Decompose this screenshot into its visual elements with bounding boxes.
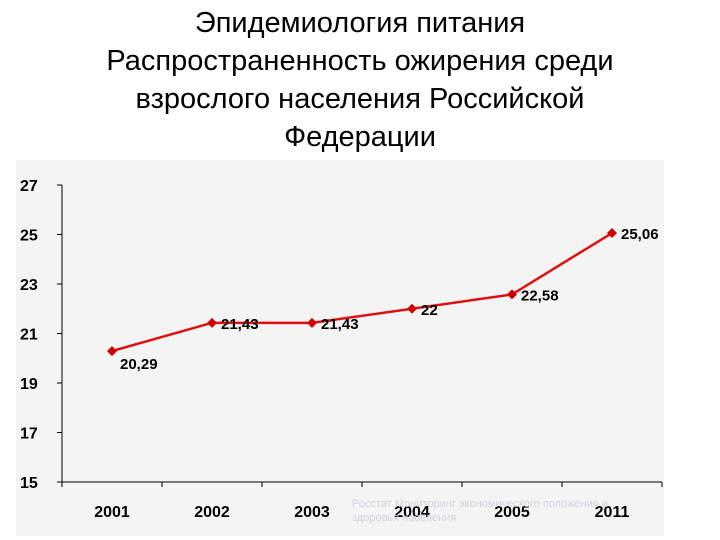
series-line-layer: [111, 231, 613, 353]
slide-title: Эпидемиология питания Распространенность…: [20, 0, 700, 160]
x-tick-label: 2011: [595, 504, 630, 521]
source-note: Росстат Мониторинг экономического положе…: [352, 498, 608, 524]
data-point-marker: [107, 346, 117, 357]
data-label: 22,58: [521, 287, 559, 304]
axis-layer: 27 25 23 21 19 17 15 2001 2002 2003 2004 2005 2011: [20, 178, 663, 521]
y-tick-label: 15: [20, 475, 38, 492]
data-point-marker: [307, 317, 317, 328]
x-tick-label: 2002: [194, 504, 230, 521]
data-label: 25,06: [621, 226, 659, 243]
y-tick-label: 19: [20, 376, 38, 393]
y-tick-label: 21: [20, 327, 38, 344]
source-note-line: здоровья населения: [352, 512, 456, 524]
data-label: 21,43: [221, 316, 259, 333]
line-chart: 27 25 23 21 19 17 15 2001 2002 2003 2004 2005 2011 2…: [20, 178, 663, 524]
title-line-2: Распространенность ожирения среди: [106, 45, 614, 77]
y-tick-label: 17: [20, 426, 38, 443]
source-note-line: Росстат Мониторинг экономического положе…: [352, 498, 608, 510]
marker-layer: [107, 228, 617, 357]
data-label-layer: 20,29 21,43 21,43 22 22,58 25,06: [120, 226, 659, 373]
x-tick-label: 2003: [294, 504, 330, 521]
data-point-marker: [407, 303, 417, 314]
title-line-1: Эпидемиология питания: [194, 7, 526, 39]
title-line-3: взрослого населения Российской: [135, 83, 585, 115]
data-point-marker: [207, 317, 217, 328]
data-label: 22: [421, 302, 438, 319]
chart-area: 27 25 23 21 19 17 15 2001 2002 2003 2004 2005 2011 2…: [16, 160, 664, 536]
x-tick-label: 2001: [94, 504, 130, 521]
data-point-marker: [607, 228, 617, 239]
y-tick-label: 23: [20, 277, 38, 294]
x-tick-label: 2005: [494, 504, 530, 521]
title-line-4: Федерации: [284, 121, 436, 153]
data-label: 20,29: [120, 356, 158, 373]
x-tick-label: 2004: [394, 504, 430, 521]
data-point-marker: [507, 289, 517, 300]
series-line: [111, 231, 613, 353]
data-label: 21,43: [321, 316, 359, 333]
y-tick-label: 27: [20, 178, 38, 195]
y-tick-label: 25: [20, 228, 38, 245]
